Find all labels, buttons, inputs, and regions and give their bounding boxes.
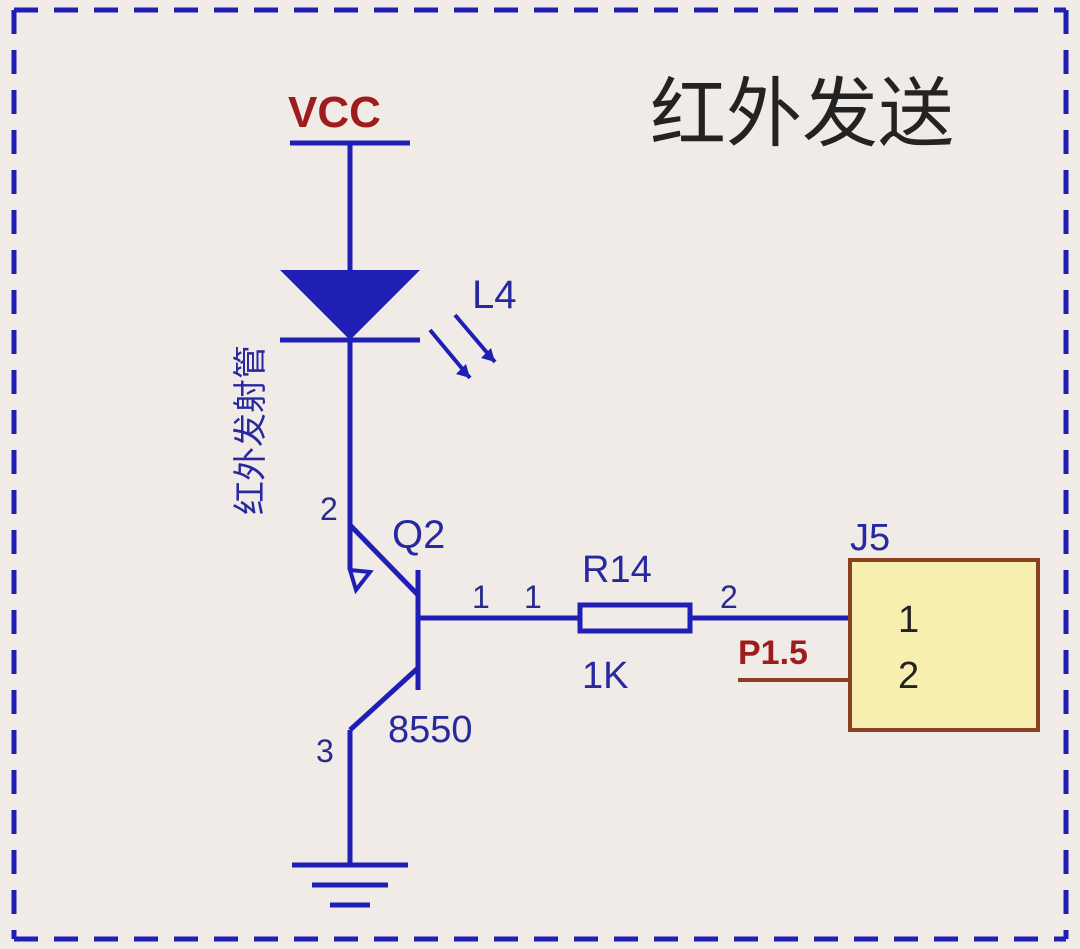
net-label-p15: P1.5 bbox=[738, 634, 808, 672]
title-label: 红外发送 bbox=[650, 73, 954, 157]
connector-pin-2: 2 bbox=[898, 655, 919, 697]
led-ref-label: L4 bbox=[472, 273, 517, 317]
connector-pin-1: 1 bbox=[898, 599, 919, 641]
resistor-body bbox=[580, 605, 690, 631]
transistor-pin-2: 2 bbox=[320, 491, 338, 527]
transistor-pin-1: 1 bbox=[472, 579, 490, 615]
transistor-pin-3: 3 bbox=[316, 733, 334, 769]
resistor-pin-2: 2 bbox=[720, 579, 738, 615]
resistor-pin-1: 1 bbox=[524, 579, 542, 615]
connector-ref-label: J5 bbox=[850, 517, 890, 559]
transistor-type-label: 8550 bbox=[388, 709, 473, 751]
connector-box bbox=[850, 560, 1038, 730]
resistor-ref-label: R14 bbox=[582, 549, 652, 591]
ir-led-symbol bbox=[280, 270, 420, 340]
transistor-ref-label: Q2 bbox=[392, 513, 445, 557]
resistor-val-label: 1K bbox=[582, 655, 628, 697]
vcc-label: VCC bbox=[288, 88, 381, 137]
led-name-label: 红外发射管 bbox=[232, 345, 270, 515]
